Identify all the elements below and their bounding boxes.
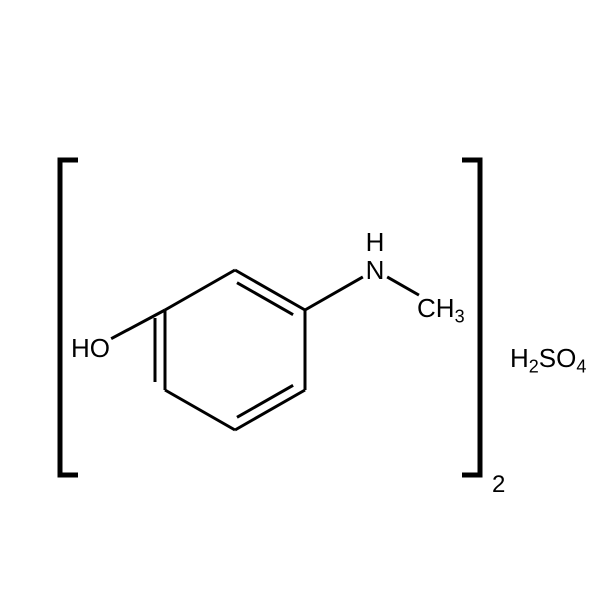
atom-labels: HO NH CH3: [71, 227, 465, 363]
bracket-subscript: 2: [492, 471, 505, 498]
label-ch3: CH3: [417, 293, 465, 326]
counter-ion: H2SO4: [510, 343, 586, 376]
bonds: [111, 270, 419, 430]
label-oh: HO: [71, 333, 110, 363]
label-h2so4: H2SO4: [510, 343, 586, 376]
label-n: N: [366, 255, 385, 285]
right-bracket: [462, 160, 480, 475]
label-n-h: H: [366, 227, 385, 257]
left-bracket: [60, 160, 78, 475]
